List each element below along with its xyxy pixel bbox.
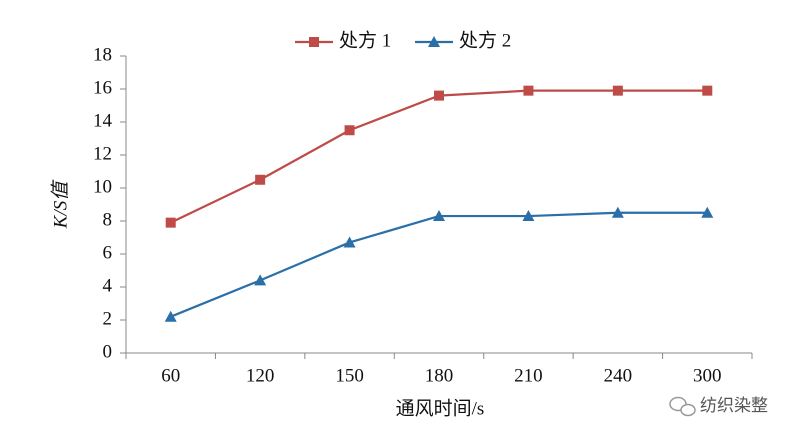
legend-marker	[428, 36, 440, 47]
watermark-icon	[680, 403, 696, 417]
point	[701, 206, 714, 218]
legend-label: 处方 2	[459, 29, 511, 51]
x-tick-label: 150	[335, 365, 364, 386]
point	[434, 90, 444, 101]
y-tick-label: 8	[103, 209, 113, 230]
y-tick-label: 6	[103, 242, 113, 263]
y-tick-label: 18	[93, 44, 112, 65]
line	[170, 89, 708, 224]
point	[612, 85, 623, 96]
legend-marker	[309, 37, 319, 47]
point	[164, 310, 177, 322]
y-tick-label: 12	[93, 143, 112, 164]
point	[433, 210, 445, 222]
y-axis-label: K/S值	[50, 179, 71, 229]
y-tick-label: 14	[93, 110, 113, 131]
y-tick-label: 0	[103, 341, 113, 362]
x-tick-label: 240	[604, 365, 633, 386]
legend-label: 处方 1	[339, 29, 391, 51]
y-tick-label: 4	[103, 275, 113, 296]
y-tick-label: 10	[93, 176, 112, 197]
x-tick-label: 180	[425, 365, 454, 386]
x-tick-label: 300	[693, 365, 722, 386]
point	[611, 206, 624, 218]
watermark-text: 纺织染整	[700, 396, 768, 415]
point	[255, 174, 266, 185]
x-tick-label: 210	[514, 365, 543, 386]
point	[522, 210, 535, 222]
point	[343, 236, 356, 248]
x-tick-label: 60	[161, 365, 180, 386]
x-tick-label: 120	[246, 365, 275, 386]
x-axis-label: 通风时间/s	[396, 397, 485, 419]
y-tick-label: 2	[103, 308, 113, 329]
point	[344, 125, 355, 136]
point	[254, 274, 267, 286]
point	[523, 85, 534, 96]
watermark: 纺织染整	[669, 396, 768, 417]
y-tick-label: 16	[93, 77, 112, 98]
point	[165, 217, 176, 228]
point	[702, 85, 713, 96]
line	[170, 211, 708, 318]
